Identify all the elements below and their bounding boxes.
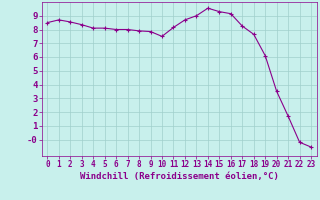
X-axis label: Windchill (Refroidissement éolien,°C): Windchill (Refroidissement éolien,°C) [80, 172, 279, 181]
